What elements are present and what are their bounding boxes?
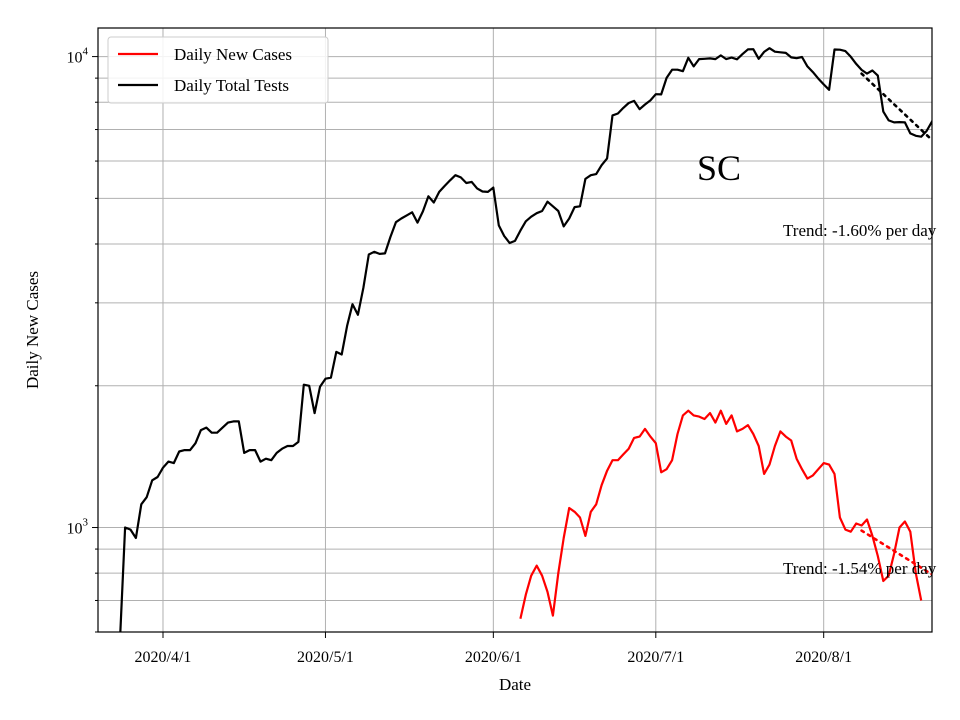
y-tick-label: 104 [67,46,89,67]
trend-line-tests [860,72,932,142]
series-line-daily-new-cases [519,409,923,620]
y-tick-label: 103 [67,517,89,538]
trend-label-cases: Trend: -1.54% per day [783,559,937,578]
legend-box [107,36,329,104]
y-axis-label: Daily New Cases [23,271,42,389]
legend-label-tests: Daily Total Tests [174,76,289,95]
y-tick-base: 10 [67,521,83,538]
x-tick-label: 2020/4/1 [135,649,192,666]
trend-label-tests: Trend: -1.60% per day [783,221,937,240]
state-label: SC [697,148,741,188]
plot-frame [97,27,933,633]
x-tick-label: 2020/6/1 [465,649,522,666]
x-tick-label: 2020/8/1 [795,649,852,666]
y-tick-exponent: 4 [83,46,89,58]
y-tick-exponent: 3 [83,517,89,529]
series-line-daily-total-tests [119,47,932,632]
legend-label-cases: Daily New Cases [174,45,292,64]
y-tick-base: 10 [67,50,83,67]
x-axis-label: Date [499,675,531,694]
x-tick-label: 2020/5/1 [297,649,354,666]
series-layer [119,47,932,632]
trend-line-cases [860,529,932,576]
x-tick-label: 2020/7/1 [627,649,684,666]
legend: Daily New Cases Daily Total Tests [107,36,329,104]
